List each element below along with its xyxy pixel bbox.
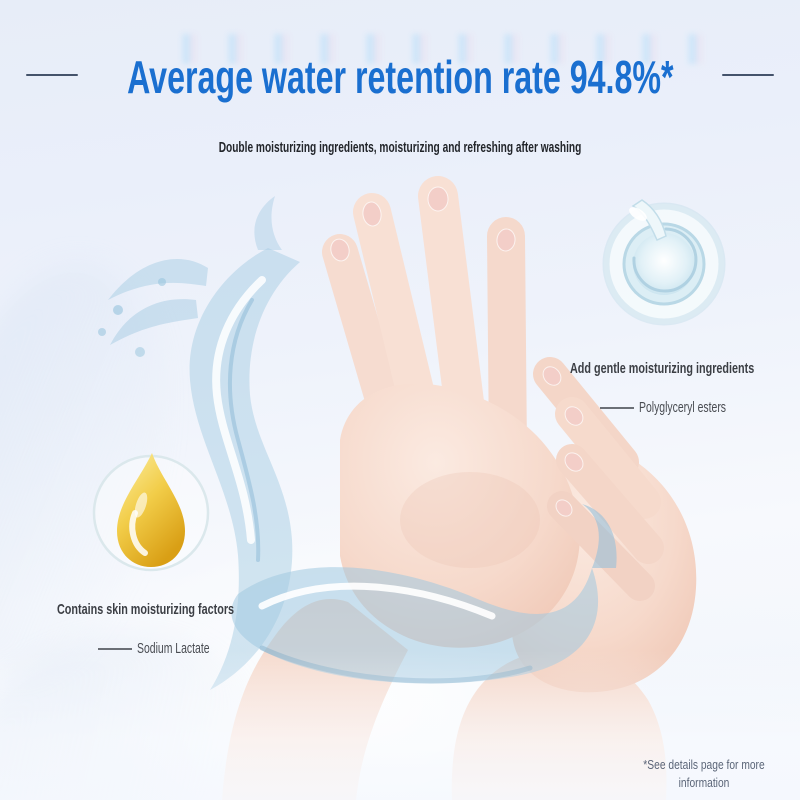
- callout-left-heading: Contains skin moisturizing factors: [57, 601, 235, 618]
- callout-right-label-row: Polyglyceryl esters: [600, 400, 760, 416]
- subheader: Double moisturizing ingredients, moistur…: [0, 139, 800, 157]
- leader-line: [98, 648, 132, 650]
- page-subtitle: Double moisturizing ingredients, moistur…: [218, 140, 582, 156]
- callout-left-label-row: Sodium Lactate: [98, 641, 238, 657]
- callout-right: Add gentle moisturizing ingredients: [570, 360, 800, 378]
- title-divider-left: [26, 74, 78, 76]
- footnote: *See details page for more information: [643, 758, 765, 791]
- oil-droplet-icon: [92, 453, 210, 572]
- callout-right-label: Polyglyceryl esters: [639, 400, 727, 416]
- callout-left-label: Sodium Lactate: [137, 641, 210, 657]
- header: Average water retention rate 94.8%*: [0, 50, 800, 104]
- page-title: Average water retention rate 94.8%*: [126, 51, 674, 103]
- leader-line: [600, 407, 634, 409]
- water-ripple-icon: [602, 199, 726, 326]
- callout-left: Contains skin moisturizing factors: [57, 601, 303, 619]
- title-divider-right: [722, 74, 774, 76]
- callout-right-heading: Add gentle moisturizing ingredients: [570, 360, 755, 377]
